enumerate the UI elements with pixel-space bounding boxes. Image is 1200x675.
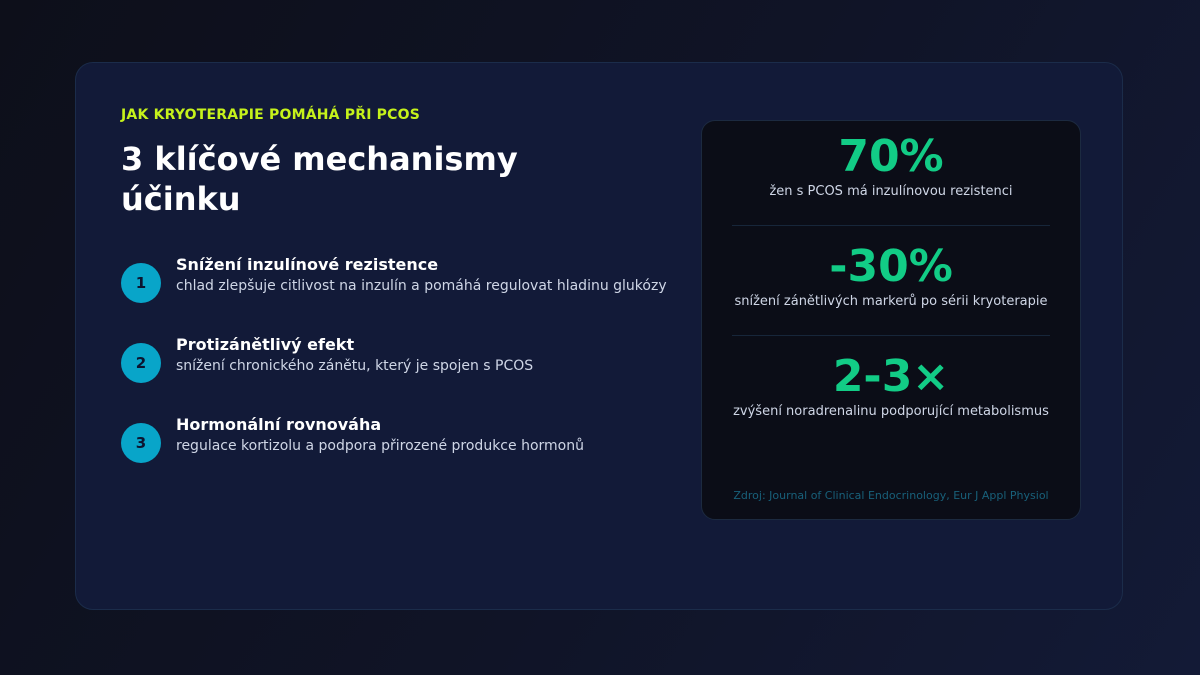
number-badge: 3	[121, 423, 161, 463]
stat-divider	[732, 335, 1050, 336]
stats-panel: 70% žen s PCOS má inzulínovou rezistenci…	[701, 120, 1081, 520]
stat-label: snížení zánětlivých markerů po sérii kry…	[734, 294, 1048, 309]
content-card: JAK KRYOTERAPIE POMÁHÁ PŘI PCOS 3 klíčov…	[75, 62, 1123, 610]
mechanism-item: 1 Snížení inzulínové rezistence chlad zl…	[121, 255, 681, 305]
page-title: 3 klíčové mechanismy účinku	[121, 140, 518, 218]
stat-divider	[732, 225, 1050, 226]
mechanism-item: 2 Protizánětlivý efekt snížení chronické…	[121, 335, 681, 385]
stat-value: 2-3×	[832, 351, 950, 402]
stat-block: 70% žen s PCOS má inzulínovou rezistenci	[702, 131, 1080, 201]
eyebrow-label: JAK KRYOTERAPIE POMÁHÁ PŘI PCOS	[121, 107, 421, 123]
stat-block: -30% snížení zánětlivých markerů po séri…	[702, 241, 1080, 311]
number-badge: 2	[121, 343, 161, 383]
stat-label: žen s PCOS má inzulínovou rezistenci	[769, 184, 1013, 199]
number-badge: 1	[121, 263, 161, 303]
stat-block: 2-3× zvýšení noradrenalinu podporující m…	[702, 351, 1080, 421]
source-note: Zdroj: Journal of Clinical Endocrinology…	[733, 489, 1049, 502]
mechanism-description: snížení chronického zánětu, který je spo…	[176, 358, 534, 374]
stat-value: 70%	[838, 131, 944, 182]
mechanism-title: Hormonální rovnováha	[176, 415, 382, 434]
mechanism-title: Protizánětlivý efekt	[176, 335, 355, 354]
mechanism-title: Snížení inzulínové rezistence	[176, 255, 439, 274]
stat-label: zvýšení noradrenalinu podporující metabo…	[733, 404, 1049, 419]
mechanism-item: 3 Hormonální rovnováha regulace kortizol…	[121, 415, 681, 465]
mechanism-description: regulace kortizolu a podpora přirozené p…	[176, 438, 584, 454]
stat-value: -30%	[829, 241, 953, 292]
mechanism-description: chlad zlepšuje citlivost na inzulín a po…	[176, 278, 667, 294]
